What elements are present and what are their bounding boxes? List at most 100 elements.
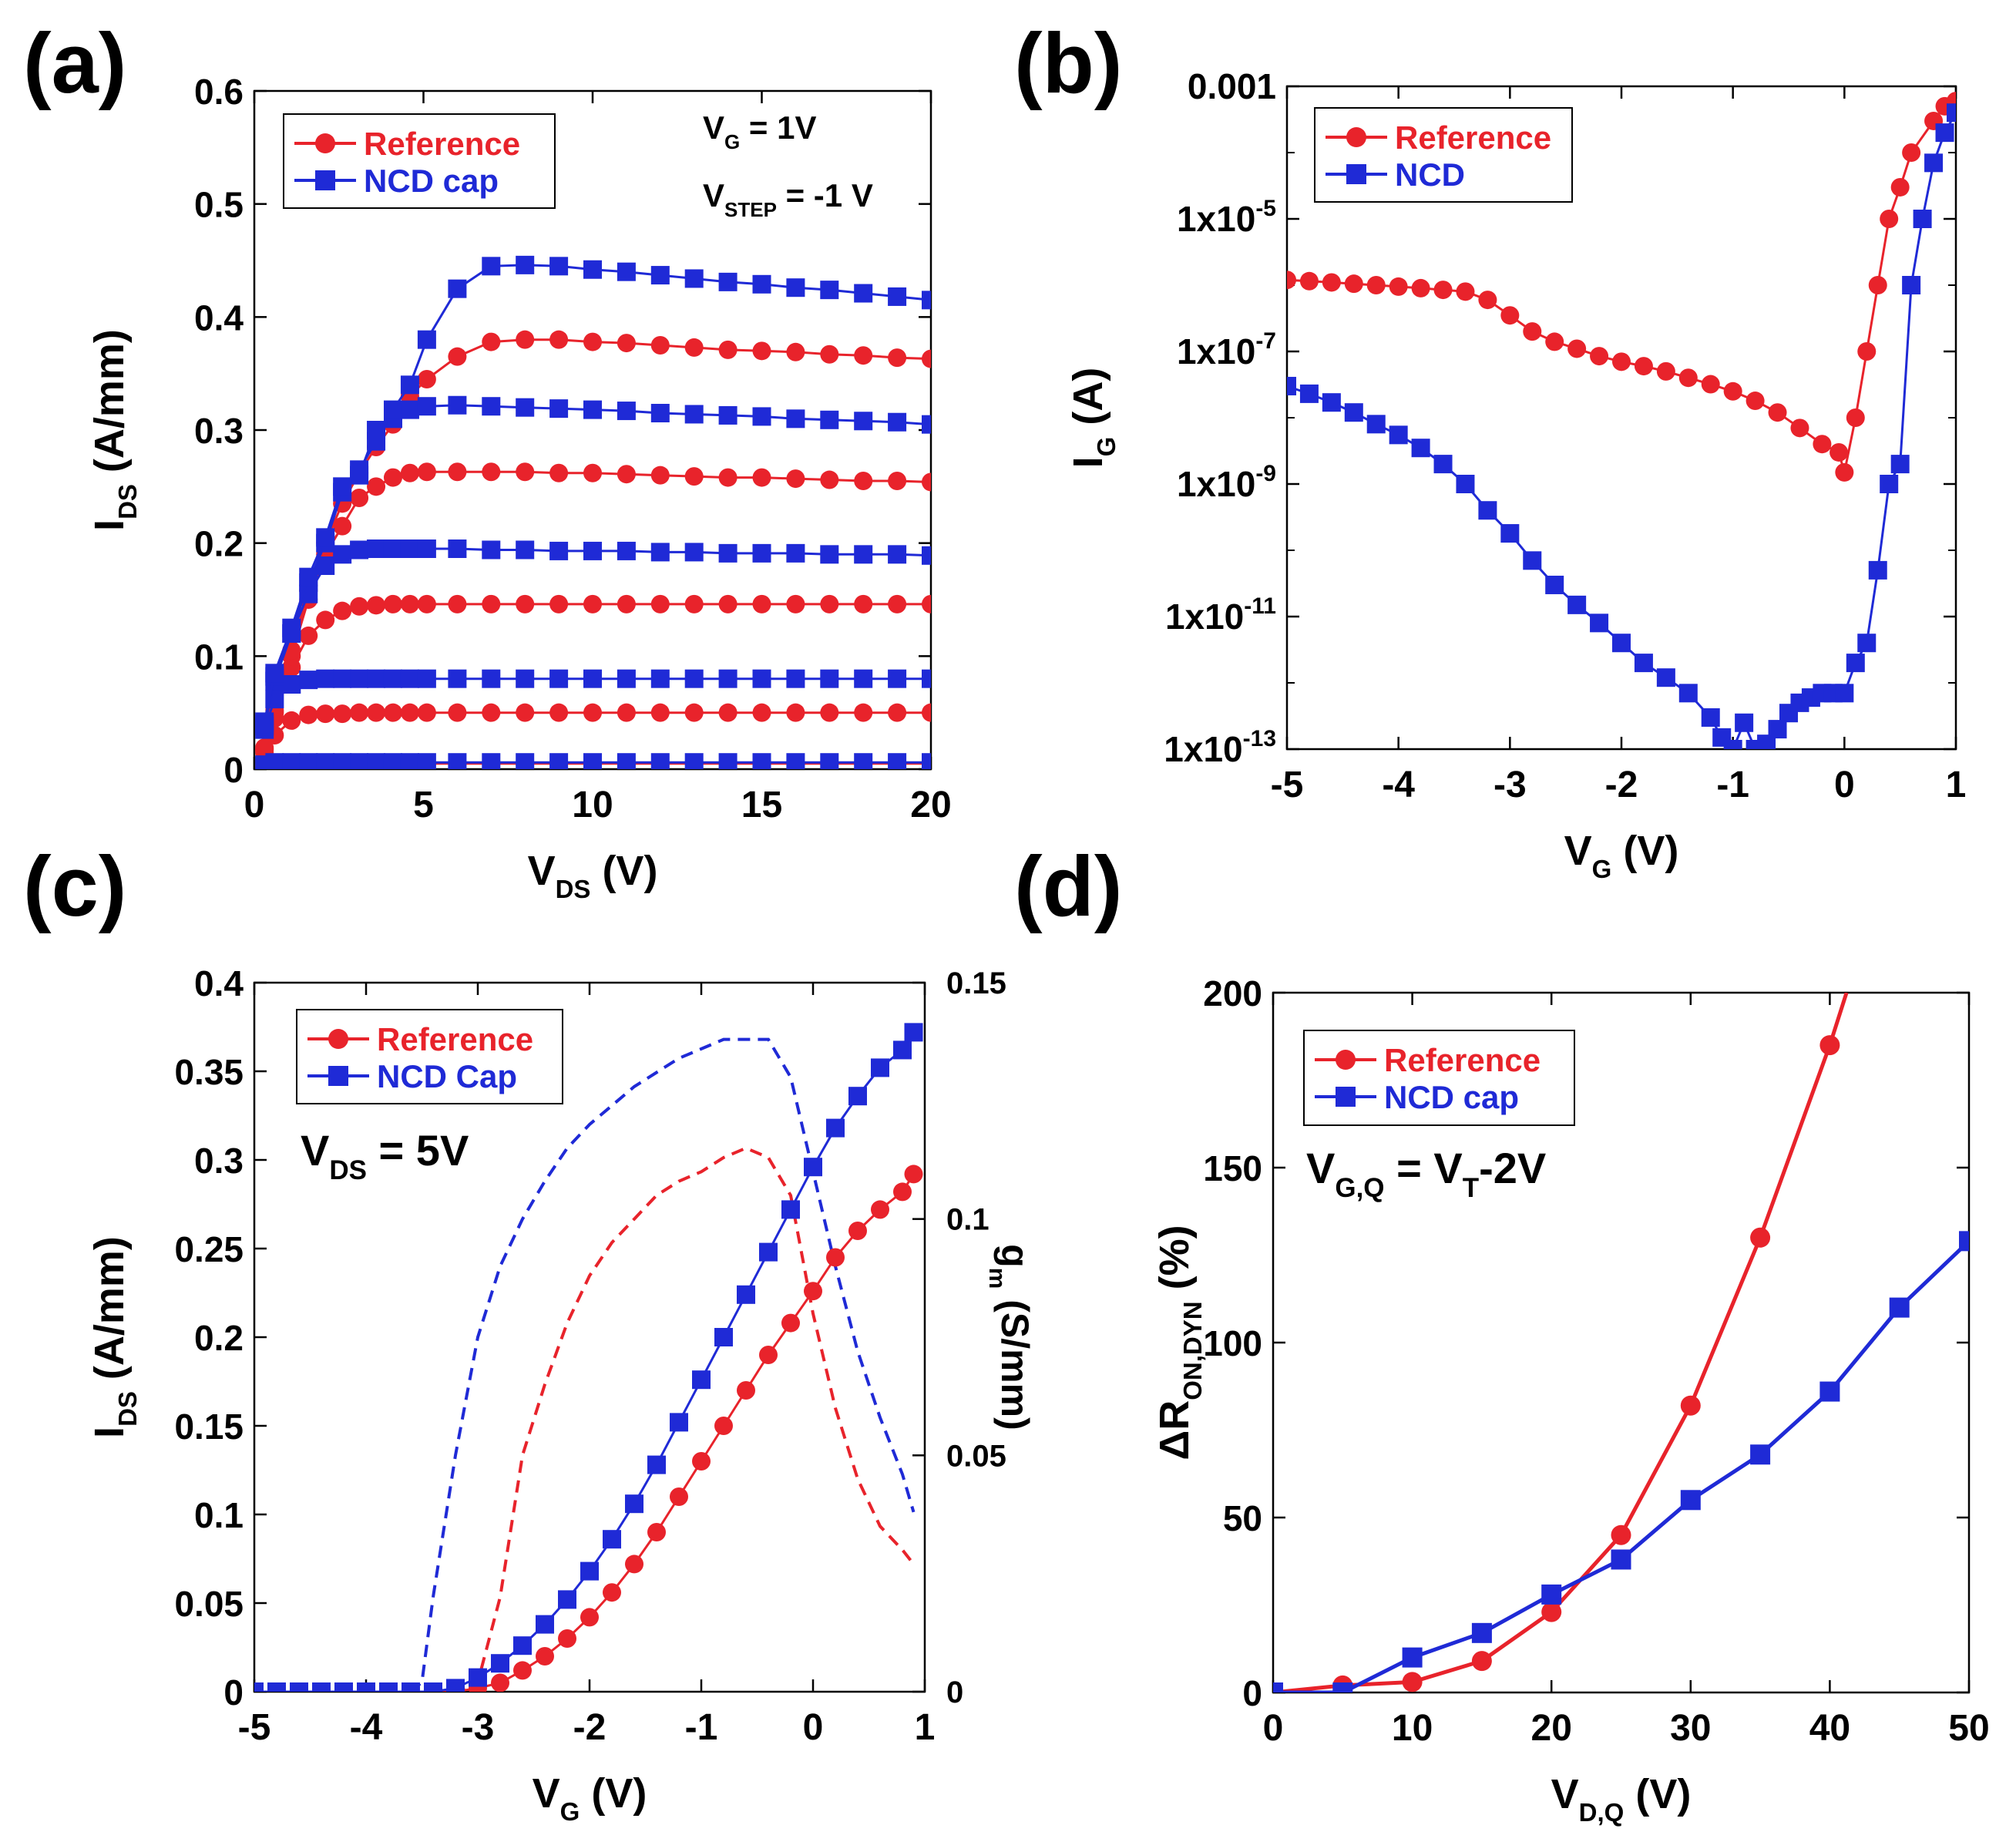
data-point — [350, 703, 369, 722]
data-point — [299, 671, 318, 690]
gm-series-line — [433, 1146, 916, 1692]
chart-panel-b: (b)-5 -4 -3 -2 -1 0 11x10-131x10-111x10-91x10-… — [1014, 16, 1966, 883]
data-point — [1612, 634, 1631, 653]
data-point — [549, 541, 569, 560]
data-point — [650, 266, 670, 285]
legend-label: NCD Cap — [377, 1058, 517, 1094]
data-point — [759, 1242, 778, 1262]
x-tick-label: -3 — [1494, 765, 1527, 805]
data-point — [1835, 462, 1854, 482]
data-point — [1880, 210, 1899, 228]
data-point — [448, 347, 467, 366]
legend-box — [1303, 1030, 1575, 1126]
legend-box — [1314, 107, 1573, 203]
data-point — [888, 348, 907, 368]
data-point — [1835, 684, 1854, 703]
data-point — [549, 753, 569, 769]
data-point — [888, 594, 907, 613]
data-point — [718, 340, 738, 359]
x-axis-label-part: (V) — [1611, 828, 1678, 874]
data-point — [854, 669, 873, 688]
annotation-part: DS — [329, 1155, 367, 1185]
data-point — [1768, 720, 1787, 739]
y-tick-label: 0.35 — [174, 1052, 244, 1092]
data-point — [350, 460, 369, 479]
y-axis-label-part: (%) — [1151, 1225, 1198, 1301]
data-point — [491, 1654, 509, 1673]
data-point — [583, 400, 602, 419]
data-point — [1411, 278, 1430, 297]
data-point — [516, 255, 535, 274]
data-point — [650, 753, 670, 769]
x-axis-label: VDS (V) — [528, 848, 658, 903]
data-point — [299, 626, 318, 645]
data-point — [333, 516, 352, 536]
data-point — [1500, 306, 1520, 325]
data-point — [904, 1023, 923, 1042]
data-point — [513, 1636, 532, 1655]
data-point — [893, 1182, 912, 1202]
y-axis-label-part: (A/mm) — [86, 329, 133, 484]
data-point — [516, 594, 535, 613]
data-point — [316, 610, 335, 630]
data-point — [752, 274, 771, 294]
data-point — [1913, 210, 1932, 228]
data-point — [759, 1346, 778, 1364]
data-point — [650, 336, 670, 355]
data-point — [1478, 291, 1497, 310]
annotation-part: = -1 V — [777, 177, 873, 213]
x-tick-label: 50 — [1948, 1708, 1989, 1749]
data-point — [417, 330, 436, 349]
x-axis-label-part: (V) — [580, 1770, 647, 1817]
x-axis-label-part: G — [1592, 855, 1612, 883]
x-axis-label-part: D,Q — [1579, 1798, 1625, 1827]
y-tick-label: 0.2 — [194, 524, 244, 564]
annotation-part: V — [703, 177, 724, 213]
y-tick-label: 0 — [1242, 1673, 1262, 1713]
data-point — [350, 489, 369, 507]
annotation-part: STEP — [724, 198, 777, 221]
data-point — [922, 703, 931, 722]
data-point — [417, 669, 436, 688]
data-point — [826, 1118, 845, 1138]
data-point — [854, 284, 873, 303]
data-point — [383, 669, 402, 688]
data-point — [448, 462, 467, 482]
data-point — [752, 753, 771, 769]
data-point — [482, 397, 501, 416]
data-point — [670, 1487, 688, 1506]
y-tick-label: 1x10-7 — [1177, 328, 1276, 371]
y-axis-label-part: G — [1092, 437, 1121, 457]
legend-marker — [1346, 127, 1366, 147]
data-point — [1880, 475, 1899, 493]
plot-area — [1273, 993, 1969, 1692]
data-point — [417, 462, 436, 482]
data-point — [367, 596, 386, 615]
data-point — [583, 332, 602, 351]
data-point — [516, 398, 535, 417]
x-tick-label: 20 — [1531, 1708, 1572, 1749]
data-point — [617, 594, 636, 613]
data-point — [448, 669, 467, 688]
annotation-part: G — [724, 130, 740, 153]
data-point — [383, 753, 402, 769]
y-tick-label-exponent: -9 — [1255, 461, 1276, 486]
data-point — [625, 1494, 643, 1514]
x-tick-label: -5 — [238, 1707, 271, 1748]
annotation-part: = V — [1385, 1144, 1463, 1192]
data-point — [826, 1248, 845, 1267]
data-point — [684, 594, 704, 613]
y-axis-label-part: DS — [113, 484, 142, 519]
data-point — [1471, 1651, 1492, 1672]
data-point — [316, 704, 335, 724]
x-tick-label: -1 — [685, 1707, 718, 1748]
data-point — [854, 545, 873, 564]
y-tick-label: 0.1 — [194, 1495, 244, 1535]
data-point — [1959, 1231, 1969, 1252]
legend-marker — [1336, 1087, 1356, 1107]
annotation-part: T — [1463, 1173, 1479, 1203]
x-tick-label: 15 — [741, 785, 782, 825]
data-point — [1947, 103, 1956, 123]
data-point — [516, 669, 535, 688]
